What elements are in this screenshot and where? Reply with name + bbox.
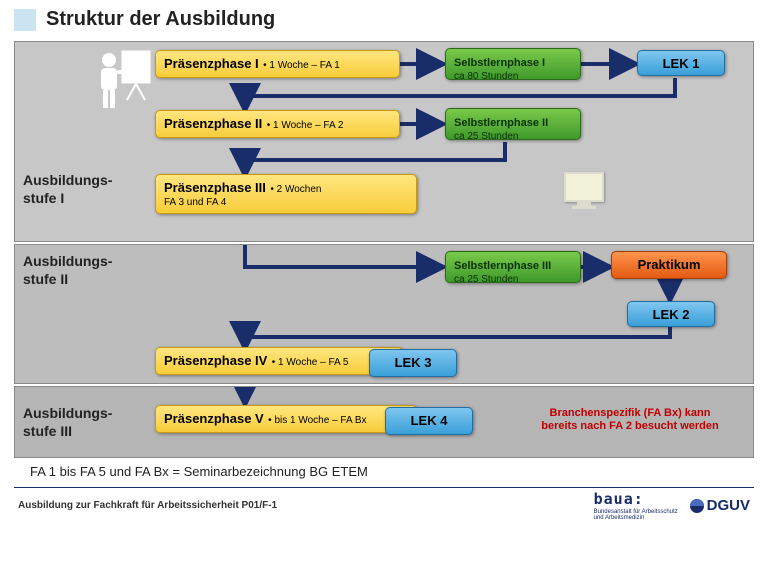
stage-1-label: Ausbildungs- stufe I (23, 172, 112, 207)
page-title: Struktur der Ausbildung (46, 8, 275, 31)
p4-title: Präsenzphase IV (164, 353, 267, 368)
selbstlernphase-1: Selbstlernphase I ca 80 Stunden (445, 48, 581, 80)
p3-line2: FA 3 und FA 4 (164, 197, 408, 209)
sl1-sub: ca 80 Stunden (454, 71, 572, 83)
sl2-sub: ca 25 Stunden (454, 131, 572, 143)
title-bar: Struktur der Ausbildung (0, 0, 768, 41)
praesenzphase-2: Präsenzphase II • 1 Woche – FA 2 (155, 110, 400, 138)
presenter-icon (97, 48, 153, 112)
footer-text: Ausbildung zur Fachkraft für Arbeitssich… (18, 500, 277, 511)
praktikum-label: Praktikum (638, 257, 701, 272)
lek-4: LEK 4 (385, 407, 473, 435)
sl2-title: Selbstlernphase II (454, 117, 548, 129)
footer: Ausbildung zur Fachkraft für Arbeitssich… (0, 488, 768, 521)
p5-title: Präsenzphase V (164, 411, 264, 426)
praesenzphase-5: Präsenzphase V • bis 1 Woche – FA Bx (155, 405, 417, 433)
stage-3: Ausbildungs- stufe III Präsenzphase V • … (14, 386, 754, 458)
dguv-logo: DGUV (690, 497, 750, 514)
lek4-label: LEK 4 (411, 413, 448, 428)
footnote: FA 1 bis FA 5 und FA Bx = Seminarbezeich… (30, 464, 768, 479)
p2-sub: • 1 Woche – FA 2 (267, 120, 344, 131)
lek2-label: LEK 2 (653, 307, 690, 322)
sl3-sub: ca 25 Stunden (454, 274, 572, 286)
branch-note: Branchenspezifik (FA Bx) kann bereits na… (525, 407, 735, 433)
p5-sub: • bis 1 Woche – FA Bx (268, 415, 366, 426)
p1-title: Präsenzphase I (164, 56, 259, 71)
praktikum: Praktikum (611, 251, 727, 279)
lek-1: LEK 1 (637, 50, 725, 76)
lek-2: LEK 2 (627, 301, 715, 327)
title-square-icon (14, 9, 36, 31)
stage-2-label: Ausbildungs- stufe II (23, 253, 112, 288)
selbstlernphase-2: Selbstlernphase II ca 25 Stunden (445, 108, 581, 140)
stage-2: Ausbildungs- stufe II Selbstlernphase II… (14, 244, 754, 384)
lek1-label: LEK 1 (663, 56, 700, 71)
p3-sub: • 2 Wochen (270, 184, 321, 195)
sl3-title: Selbstlernphase III (454, 260, 551, 272)
monitor-icon (560, 172, 608, 210)
p4-sub: • 1 Woche – FA 5 (272, 357, 349, 368)
praesenzphase-1: Präsenzphase I • 1 Woche – FA 1 (155, 50, 400, 78)
sl1-title: Selbstlernphase I (454, 57, 545, 69)
p1-sub: • 1 Woche – FA 1 (263, 60, 340, 71)
selbstlernphase-3: Selbstlernphase III ca 25 Stunden (445, 251, 581, 283)
baua-logo: baua: Bundesanstalt für Arbeitsschutzund… (594, 490, 678, 521)
logos: baua: Bundesanstalt für Arbeitsschutzund… (594, 490, 750, 521)
lek-3: LEK 3 (369, 349, 457, 377)
praesenzphase-3: Präsenzphase III • 2 Wochen FA 3 und FA … (155, 174, 417, 214)
p2-title: Präsenzphase II (164, 116, 262, 131)
lek3-label: LEK 3 (395, 355, 432, 370)
p3-title: Präsenzphase III (164, 180, 266, 195)
stage-3-label: Ausbildungs- stufe III (23, 405, 112, 440)
stage-1: Ausbildungs- stufe I Präsenzphase I • 1 … (14, 41, 754, 242)
praesenzphase-4: Präsenzphase IV • 1 Woche – FA 5 (155, 347, 403, 375)
